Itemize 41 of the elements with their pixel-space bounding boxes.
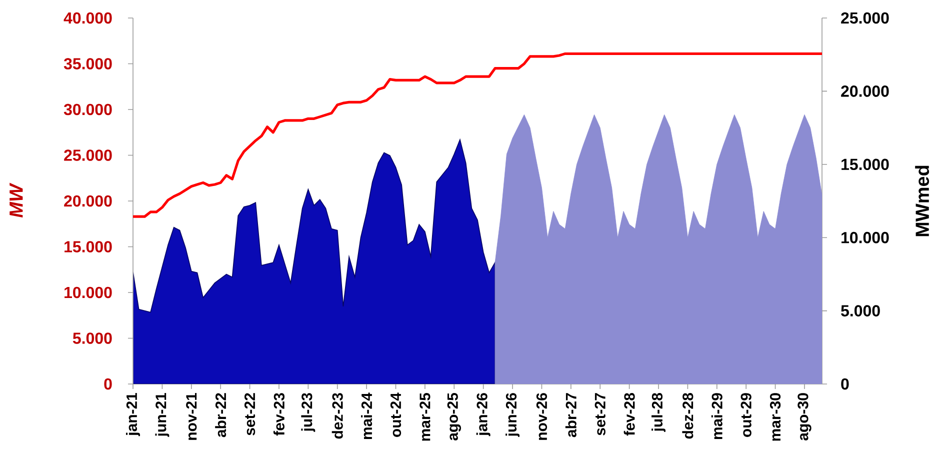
x-tick-label: dez-28: [682, 392, 694, 439]
x-tick-label: fev-23: [273, 393, 285, 436]
y2-tick-label: 10.000: [842, 232, 889, 244]
y2-axis-title: MWmed: [915, 166, 930, 236]
x-tick-label: dez-23: [332, 393, 343, 439]
y-tick-label: 10.000: [64, 286, 112, 298]
x-tick-label: jan-26: [476, 393, 490, 436]
y-tick-label: 15.000: [64, 241, 112, 252]
x-tick-label: jul-23: [301, 393, 316, 432]
y2-tick-label: 25.000: [841, 12, 889, 24]
x-tick-label: mar-25: [420, 392, 430, 441]
x-tick-label: out-24: [390, 392, 402, 437]
x-tick-label: out-29: [740, 393, 752, 437]
x-tick-label: set-27: [594, 393, 606, 436]
x-tick-label: ago-25: [447, 392, 461, 440]
x-tick-label: jun-26: [506, 393, 520, 437]
y2-tick-label: 5.000: [841, 305, 880, 316]
x-tick-label: fev-28: [624, 392, 635, 436]
y-axis-title: MW: [10, 182, 23, 218]
x-tick-label: mar-30: [770, 393, 781, 441]
y-tick-label: 25.000: [64, 150, 112, 161]
x-tick-label: abr-22: [215, 393, 226, 438]
y2-tick-label: 15.000: [842, 158, 889, 170]
x-tick-label: jun-21: [155, 392, 170, 437]
y-tick-label: 5.000: [72, 332, 112, 344]
x-tick-label: set-22: [244, 393, 256, 436]
y-tick-label: 30.000: [64, 104, 112, 116]
y-tick-label: 35.000: [64, 58, 112, 70]
x-tick-label: jan-21: [126, 392, 140, 436]
x-tick-label: ago-30: [798, 393, 812, 440]
x-tick-label: abr-27: [565, 393, 576, 438]
y-tick-label: 20.000: [64, 195, 112, 207]
x-tick-label: mai-24: [361, 392, 372, 440]
y-tick-label: 40.000: [64, 12, 112, 24]
y2-tick-label: 0: [841, 378, 849, 390]
x-tick-label: nov-26: [536, 393, 548, 440]
y2-tick-label: 20.000: [841, 86, 889, 97]
x-tick-label: mai-29: [711, 393, 722, 440]
x-tick-label: jul-28: [652, 392, 666, 432]
y-tick-label: 0: [104, 378, 112, 390]
x-tick-label: nov-21: [186, 392, 197, 440]
